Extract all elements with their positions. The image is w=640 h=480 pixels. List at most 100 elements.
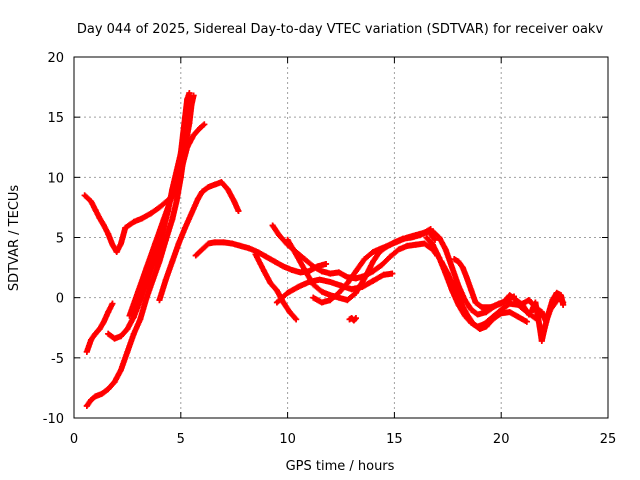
data-point [197,124,204,131]
data-point [143,294,150,301]
x-tick-label: 25 [600,432,617,447]
data-point [380,271,387,278]
data-point [378,245,385,252]
data-point [323,260,330,267]
data-point [352,275,359,282]
data-point [261,268,268,275]
data-point [468,306,475,313]
series-track-g [192,239,330,276]
series-track-i [252,251,300,323]
data-point [310,294,317,301]
data-point [449,264,456,271]
data-point [483,323,490,330]
series-track-f [81,192,176,255]
data-point [286,309,293,316]
data-point [188,210,195,217]
x-tick-label: 0 [70,432,78,447]
data-point [113,248,120,255]
data-point [468,287,475,294]
data-point [451,285,458,292]
data-point [404,242,411,249]
data-point [555,294,562,301]
data-point [295,283,302,290]
data-point [88,396,95,403]
data-point [284,236,291,243]
data-point [464,275,471,282]
data-point [560,299,567,306]
data-point [246,245,253,252]
data-point [361,275,368,282]
data-point [301,256,308,263]
data-point [117,366,124,373]
data-point [237,242,244,249]
data-point [205,240,212,247]
data-point [184,96,191,103]
data-point [429,228,436,235]
y-tick-label: 10 [47,171,64,186]
data-point [431,236,438,243]
data-point [423,234,430,241]
data-point [117,333,124,340]
data-point [370,248,377,255]
data-point [370,258,377,265]
data-point [224,186,231,193]
series-track-s [519,294,567,325]
data-point [387,253,394,260]
data-point [327,270,334,277]
data-point [344,280,351,287]
data-point [318,268,325,275]
data-point [96,325,103,332]
data-point [218,179,225,186]
grid-layer [74,57,608,418]
data-point [310,263,317,270]
data-point [98,390,105,397]
series-track-k [273,270,396,306]
data-point [429,241,436,248]
data-point [280,299,287,306]
data-point [105,309,112,316]
data-point [229,240,236,247]
data-point [211,239,218,246]
data-point [551,300,558,307]
x-tick-label: 10 [279,432,296,447]
data-point [156,258,163,265]
series-track-p [438,258,530,332]
data-point [442,246,449,253]
data-point [459,264,466,271]
data-point [160,216,167,223]
data-point [316,276,323,283]
data-point [421,229,428,236]
data-point [156,204,163,211]
data-point [464,311,471,318]
data-point [177,168,184,175]
x-axis-label: GPS time / hours [286,459,395,474]
data-point [444,270,451,277]
data-point [284,289,291,296]
data-point [547,306,554,313]
data-point [361,256,368,263]
data-point [476,325,483,332]
data-point [263,253,270,260]
data-point [540,328,547,335]
series-track-b [83,300,116,355]
data-point [205,183,212,190]
data-point [105,386,112,393]
x-tick-label: 20 [493,432,510,447]
data-point [523,318,530,325]
data-point [169,193,176,200]
data-point [395,238,402,245]
data-point [378,262,385,269]
x-tick-label: 15 [386,432,403,447]
data-point [528,309,535,316]
data-point [511,293,518,300]
data-point [395,246,402,253]
data-point [105,230,112,237]
data-point [543,318,550,325]
data-point [194,195,201,202]
data-point [389,270,396,277]
data-point [301,266,308,273]
data-point [199,188,206,195]
data-point [472,299,479,306]
data-point [455,258,462,265]
